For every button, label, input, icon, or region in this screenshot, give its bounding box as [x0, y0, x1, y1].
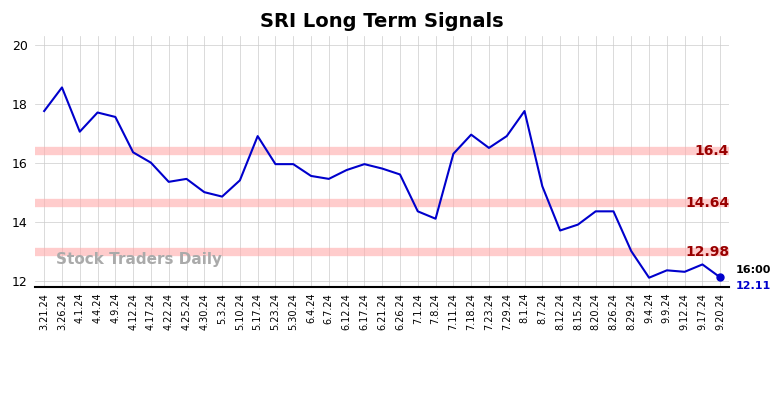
- Text: 16:00: 16:00: [736, 265, 771, 275]
- Text: Stock Traders Daily: Stock Traders Daily: [56, 252, 222, 267]
- Title: SRI Long Term Signals: SRI Long Term Signals: [260, 12, 504, 31]
- Text: 14.64: 14.64: [685, 196, 729, 210]
- Text: 16.4: 16.4: [695, 144, 729, 158]
- Text: 12.98: 12.98: [685, 245, 729, 259]
- Text: 12.11: 12.11: [736, 281, 771, 291]
